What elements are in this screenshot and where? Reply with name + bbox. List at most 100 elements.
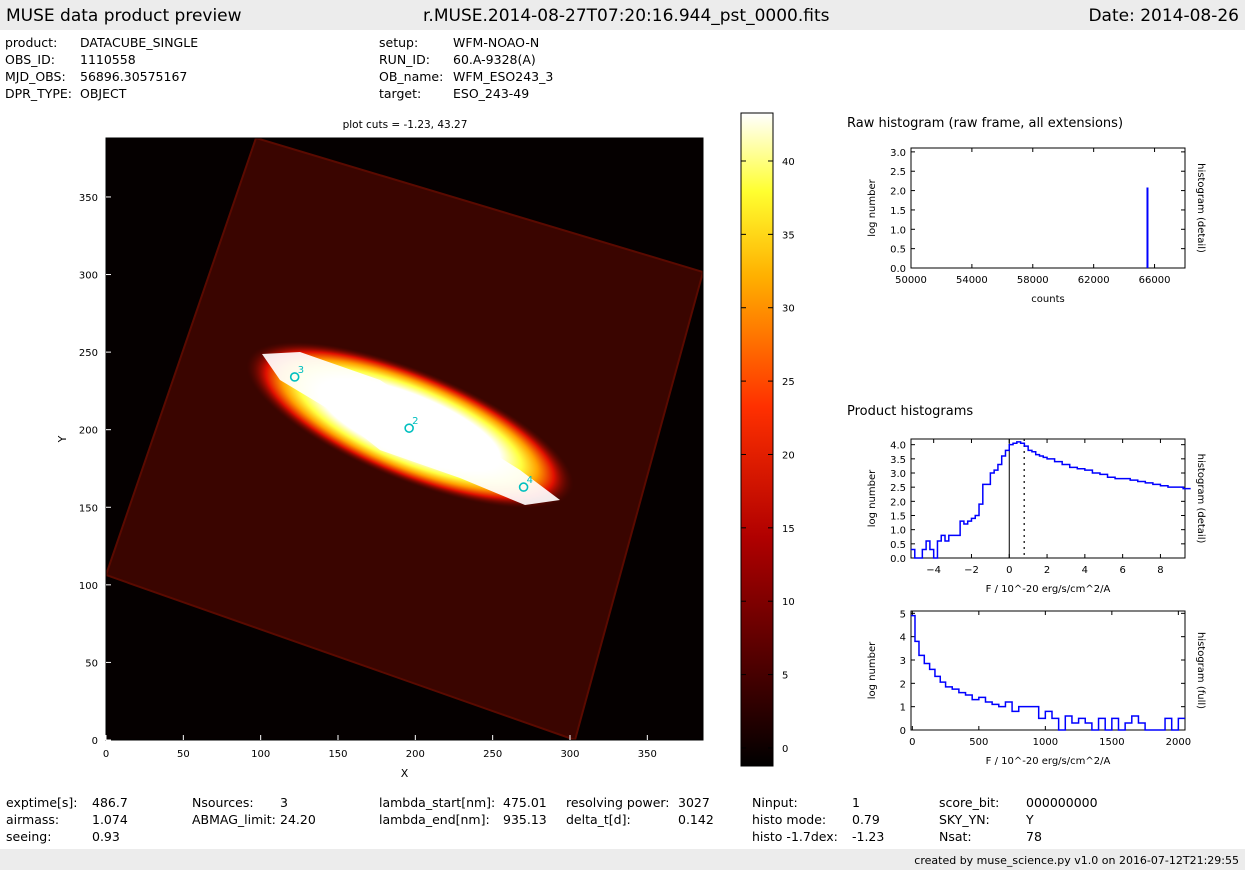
stat-value: 0.79 [852,812,880,827]
colorbar-ticks: 0 5 10 15 20 25 30 35 40 [741,157,795,755]
colorbar-tick-label: 30 [782,304,795,315]
date-label: Date: 2014-08-26 [1088,6,1239,26]
x-tick-label: 350 [638,749,657,760]
colorbar-tick-label: 20 [782,450,795,461]
x-tick-label: 66000 [1139,275,1171,286]
x-tick-label: 50 [177,749,190,760]
right-axis-label: histogram (detail) [1195,163,1206,253]
meta-value: ESO_243-49 [453,86,530,101]
source-label: 4 [527,475,533,486]
stat-key: histo -1.7dex: [752,829,838,844]
y-tick-label: 1.0 [890,526,906,537]
stat-value: 486.7 [92,795,128,810]
stat-value: 1 [852,795,860,810]
stat-value: 1.074 [92,812,128,827]
x-tick-label: 2000 [1166,737,1191,748]
x-tick-label: 100 [251,749,270,760]
image-panel [106,138,703,740]
y-axis-label: Y [56,435,69,443]
x-tick-label: 1500 [1099,737,1124,748]
stat-value: 78 [1026,829,1042,844]
y-tick-label: 5 [900,609,906,620]
x-tick-label: 150 [328,749,347,760]
y-tick-label: 350 [79,193,98,204]
histogram-line [911,614,1185,731]
stat-value: 24.20 [280,812,316,827]
colorbar-tick-label: 25 [782,377,795,388]
colorbar-tick-label: 35 [782,230,795,241]
y-tick-label: 300 [79,271,98,282]
y-tick-label: 50 [85,658,98,669]
meta-key: target: [379,86,422,101]
stat-key: Nsat: [939,829,972,844]
source-marker [289,372,300,382]
x-tick-label: 8 [1157,565,1163,576]
meta-value: 56896.30575167 [80,69,188,84]
y-tick-label: 2.0 [890,497,906,508]
x-tick-label: 0 [909,737,915,748]
y-axis-label: log number [867,178,878,236]
meta-key: OBS_ID: [5,52,55,67]
x-tick-label: 0 [1006,565,1012,576]
y-tick-label: 0.5 [890,245,906,256]
stat-value: 475.01 [503,795,547,810]
y-tick-label: 3 [900,656,906,667]
meta-value: WFM-NOAO-N [453,35,540,50]
title-bar [0,0,1245,30]
y-axis-label: log number [867,641,878,699]
x-axis-label: counts [1031,294,1064,305]
source-markers: 2 3 4 [289,365,533,492]
right-axis-label: histogram (detail) [1195,454,1206,544]
stat-key: score_bit: [939,795,1000,810]
stat-value: 0.142 [678,812,714,827]
footer-credit: created by muse_science.py v1.0 on 2016-… [914,854,1239,867]
stat-value: 000000000 [1026,795,1098,810]
right-axis-label: histogram (full) [1195,632,1206,709]
product-histogram-full: 0 500 1000 1500 2000 0 1 2 3 4 5 F / 10^-20 erg/s/c… [867,609,1206,767]
meta-value: WFM_ESO243_3 [453,69,554,84]
x-tick-label: 2 [1044,565,1050,576]
y-tick-label: 0 [900,726,906,737]
image-axes: 0 50 100 150 200 250 300 350 0 50 100 150 200 250 300 3… [56,137,704,780]
colorbar [740,112,774,767]
plot-frame [910,610,1186,731]
y-tick-label: 4.0 [890,441,906,452]
meta-key: DPR_TYPE: [5,86,73,101]
x-tick-label: 300 [560,749,579,760]
y-tick-label: 2 [900,679,906,690]
y-tick-label: 1.5 [890,512,906,523]
chart-canvas: plot cuts = -1.23, 43.27 0 50 100 150 200 250… [56,112,1206,780]
y-tick-label: 1 [900,703,906,714]
y-tick-label: 100 [79,581,98,592]
y-tick-label: 2.0 [890,187,906,198]
stat-value: 935.13 [503,812,547,827]
raw-histogram-title: Raw histogram (raw frame, all extensions… [847,116,1123,131]
stat-value: -1.23 [852,829,885,844]
field-edge [106,138,703,740]
product-histogram-detail: −4 −2 0 2 4 6 8 0.0 0.5 1.0 1.5 2.0 2.5 3.0 3.5 4.0 F / … [867,438,1206,595]
source-label: 3 [298,365,304,376]
stat-key: seeing: [6,829,52,844]
x-tick-label: 1000 [1033,737,1058,748]
source-marker [404,423,414,433]
x-tick-label: 54000 [956,275,988,286]
stat-key: Nsources: [192,795,254,810]
y-tick-label: 4 [900,633,906,644]
x-tick-label: −2 [964,565,979,576]
y-tick-label: 0.5 [890,540,906,551]
stat-value: 0.93 [92,829,120,844]
meta-value: OBJECT [80,86,127,101]
stat-key: resolving power: [566,795,670,810]
y-tick-label: 150 [79,503,98,514]
y-tick-label: 0.0 [890,554,906,565]
meta-value: 1110558 [80,52,136,67]
stat-key: lambda_end[nm]: [379,812,490,827]
meta-key: setup: [379,35,419,50]
y-tick-label: 3.5 [890,455,906,466]
colorbar-tick-label: 0 [782,744,788,755]
galaxy-core [262,352,560,505]
source-marker [518,482,529,492]
meta-key: OB_name: [379,69,444,84]
stat-value: 3027 [678,795,710,810]
stat-key: Ninput: [752,795,798,810]
